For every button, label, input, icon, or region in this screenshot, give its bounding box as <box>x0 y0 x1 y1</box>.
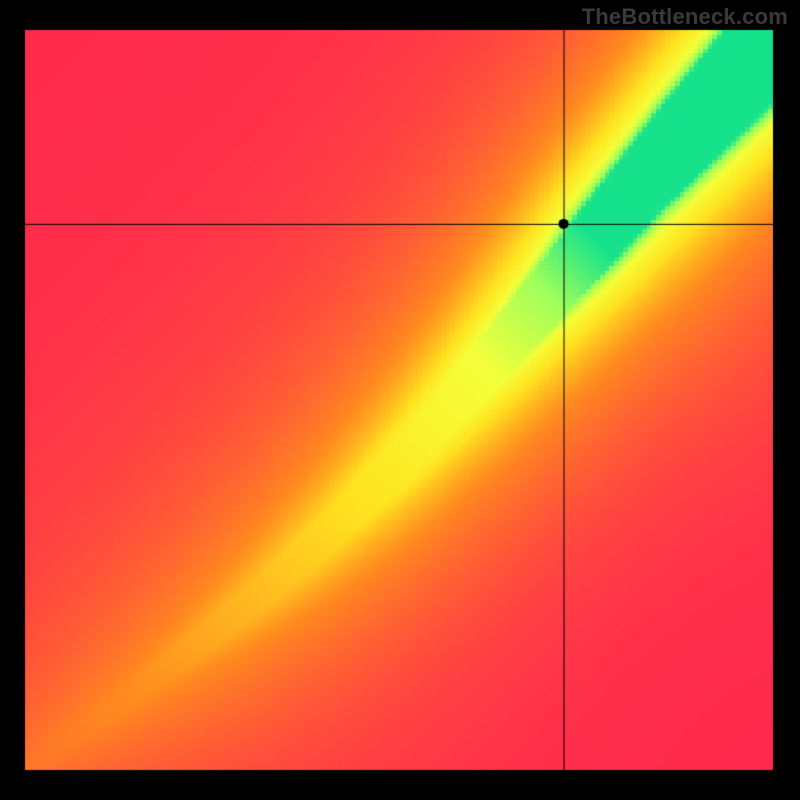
heatmap-canvas <box>0 0 800 800</box>
watermark: TheBottleneck.com <box>582 4 788 30</box>
chart-container: TheBottleneck.com <box>0 0 800 800</box>
